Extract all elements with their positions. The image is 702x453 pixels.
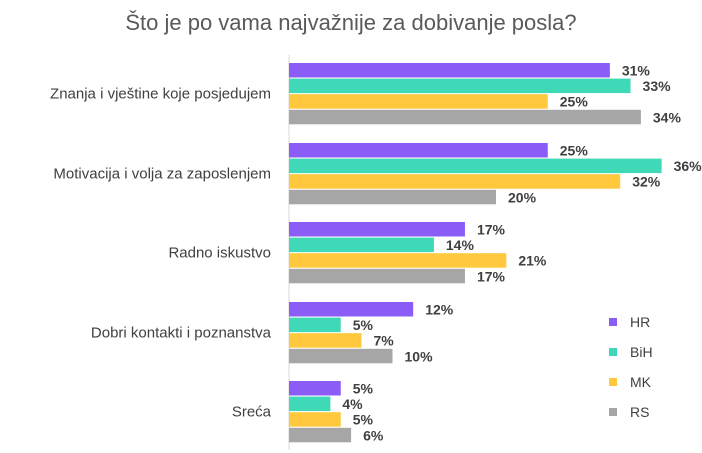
data-label: 25% (560, 94, 589, 110)
data-label: 31% (622, 63, 651, 79)
bar-bih (289, 317, 341, 333)
data-label: 33% (643, 78, 672, 94)
data-label: 5% (353, 317, 374, 333)
data-label: 10% (405, 348, 434, 364)
legend-label-bih: BiH (630, 344, 653, 360)
data-label: 25% (560, 143, 589, 159)
chart-title: Što je po vama najvažnije za dobivanje p… (125, 10, 577, 35)
data-label: 5% (353, 412, 374, 428)
legend-swatch-bih (609, 348, 617, 356)
data-label: 7% (373, 333, 394, 349)
data-label: 21% (518, 253, 547, 269)
bar-rs (289, 189, 496, 205)
bar-bih (289, 237, 434, 253)
bar-mk (289, 94, 548, 109)
bar-bih (289, 396, 331, 412)
data-label: 32% (632, 174, 661, 190)
category-label: Znanja i vještine koje posjedujem (50, 86, 271, 103)
bar-mk (289, 333, 362, 348)
data-label: 5% (353, 381, 374, 397)
bar-hr (289, 143, 548, 158)
bar-mk (289, 253, 507, 268)
category-label: Radno iskustvo (168, 245, 271, 262)
data-label: 34% (653, 109, 682, 125)
data-label: 12% (425, 302, 454, 318)
legend-label-hr: HR (630, 314, 650, 330)
data-label: 36% (674, 158, 702, 174)
legend-swatch-rs (609, 408, 617, 416)
bar-rs (289, 348, 393, 364)
bar-bih (289, 78, 631, 94)
bar-hr (289, 222, 465, 237)
legend-label-rs: RS (630, 404, 649, 420)
data-label: 4% (342, 396, 363, 412)
legend-swatch-mk (609, 378, 617, 386)
data-label: 17% (477, 268, 506, 284)
bar-hr (289, 302, 414, 317)
bar-rs (289, 268, 465, 284)
data-label: 17% (477, 222, 506, 238)
bar-mk (289, 174, 621, 189)
data-label: 20% (508, 189, 537, 205)
legend-swatch-hr (609, 318, 617, 326)
data-label: 14% (446, 237, 475, 253)
category-label: Motivacija i volja za zaposlenjem (53, 166, 271, 183)
category-label: Sreća (232, 404, 272, 421)
legend-label-mk: MK (630, 374, 652, 390)
data-label: 6% (363, 427, 384, 443)
bar-rs (289, 427, 352, 443)
bar-mk (289, 412, 341, 427)
bar-hr (289, 63, 610, 78)
bar-rs (289, 109, 641, 125)
bar-bih (289, 158, 662, 174)
bar-hr (289, 381, 341, 396)
category-label: Dobri kontakti i poznanstva (91, 325, 272, 342)
